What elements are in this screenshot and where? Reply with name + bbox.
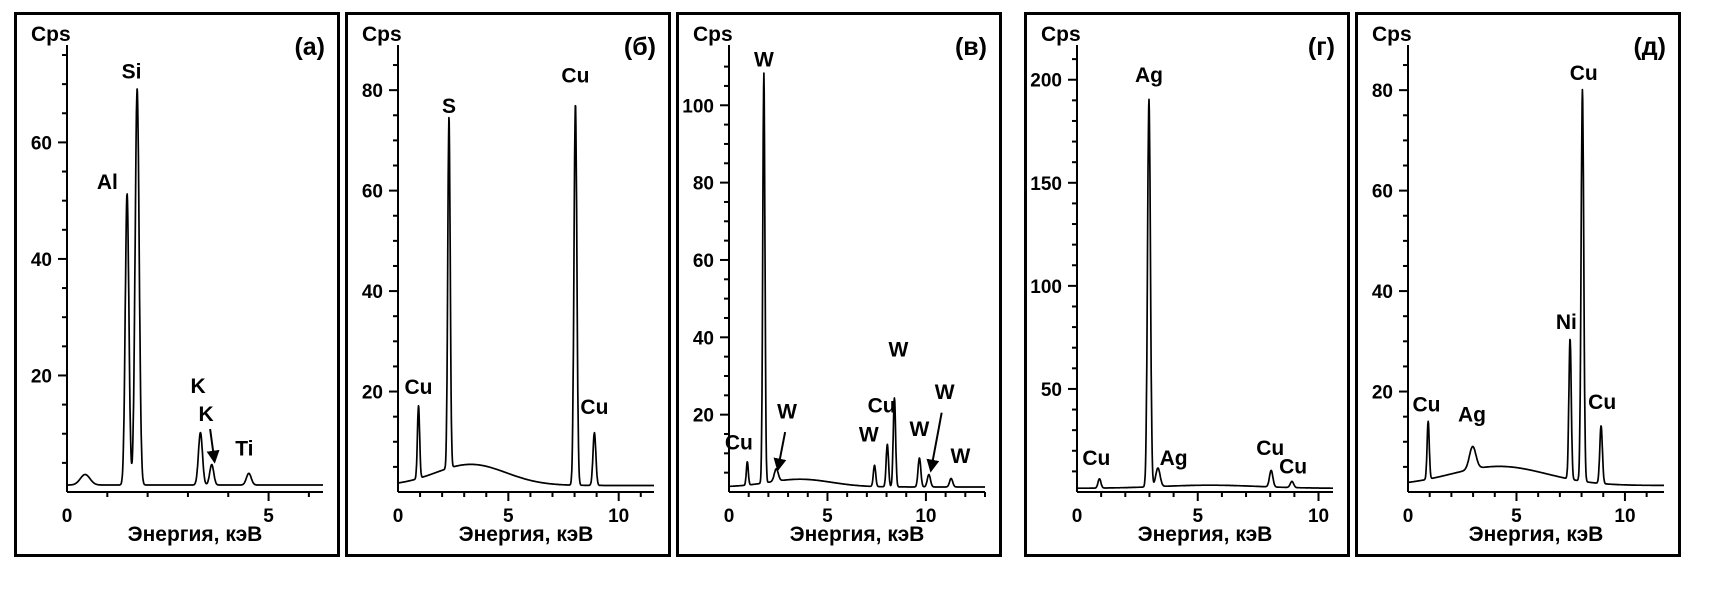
annotation-arrow bbox=[206, 428, 220, 464]
y-tick-label: 40 bbox=[31, 250, 52, 271]
spectrum-curve bbox=[728, 72, 986, 488]
x-axis-title: Энергия, кэВ bbox=[1138, 523, 1273, 546]
peak-label: W bbox=[888, 339, 908, 362]
x-tick-label: 10 bbox=[915, 506, 936, 527]
peak-label: W bbox=[754, 49, 774, 72]
y-tick-label: 60 bbox=[362, 182, 383, 203]
peak-label: Cu bbox=[1412, 394, 1440, 417]
x-tick-label: 5 bbox=[1511, 506, 1522, 527]
y-tick-label: 50 bbox=[1041, 380, 1062, 401]
y-tick-label: 60 bbox=[1372, 182, 1393, 203]
peak-label: Cu bbox=[868, 395, 896, 418]
spectrum-curve bbox=[1407, 88, 1665, 487]
x-tick-label: 0 bbox=[1403, 506, 1414, 527]
x-axis-title: Энергия, кэВ bbox=[459, 523, 594, 546]
y-axis-title: Cps bbox=[1372, 23, 1412, 46]
eds-spectrum-chart-g: 50 100 150 200 0 5 10 Cps (г) Энергия, кэВ Cu Ag Ag C… bbox=[1030, 23, 1335, 546]
peak-label: Ag bbox=[1458, 404, 1486, 427]
peak-label: Cu bbox=[405, 376, 433, 399]
x-tick-label: 5 bbox=[1192, 506, 1203, 527]
x-tick-label: 0 bbox=[724, 506, 735, 527]
annotation-arrow bbox=[773, 431, 787, 472]
x-tick-label: 0 bbox=[62, 506, 73, 527]
y-tick-label: 60 bbox=[693, 251, 714, 272]
spectrum-panel-b: 20 40 60 80 0 5 10 Cps (б) Энергия, кэВ Cu S Cu Cu bbox=[345, 12, 671, 557]
peak-label: Cu bbox=[1279, 455, 1307, 478]
x-axis-title: Энергия, кэВ bbox=[1469, 523, 1604, 546]
panel-letter: (г) bbox=[1308, 33, 1335, 61]
x-tick-label: 5 bbox=[263, 506, 274, 527]
peak-label: Si bbox=[122, 60, 142, 83]
panel-letter: (в) bbox=[955, 33, 987, 61]
x-tick-label: 5 bbox=[822, 506, 833, 527]
peak-label: Ni bbox=[1556, 311, 1577, 334]
spectrum-curve bbox=[66, 88, 324, 486]
spectrum-panel-d: 20 40 60 80 0 5 10 Cps (д) Энергия, кэВ Cu Ag Ni Cu Cu bbox=[1355, 12, 1681, 557]
spectrum-curve bbox=[1076, 98, 1334, 490]
peak-label: K bbox=[190, 375, 205, 398]
y-tick-label: 80 bbox=[693, 174, 714, 195]
peak-label: W bbox=[859, 424, 879, 447]
peak-label: Al bbox=[97, 171, 118, 194]
peak-label: Cu bbox=[1570, 62, 1598, 85]
eds-spectrum-chart-a: 20 40 60 0 5 Cps (а) Энергия, кэВ Si Al KK Ti bbox=[31, 23, 325, 546]
y-tick-label: 20 bbox=[693, 406, 714, 427]
y-tick-label: 100 bbox=[1030, 277, 1062, 298]
peak-label: W bbox=[935, 381, 955, 404]
eds-spectrum-chart-d: 20 40 60 80 0 5 10 Cps (д) Энергия, кэВ Cu Ag Ni Cu Cu bbox=[1372, 23, 1666, 546]
spectrum-panel-g: 50 100 150 200 0 5 10 Cps (г) Энергия, кэВ Cu Ag Ag C… bbox=[1024, 12, 1350, 557]
spectrum-panel-v: 20 40 60 80 100 0 5 10 Cps (в) Энергия, кэВ Cu W W W Cu… bbox=[676, 12, 1002, 557]
peak-label: W bbox=[777, 401, 797, 424]
eds-spectrum-chart-b: 20 40 60 80 0 5 10 Cps (б) Энергия, кэВ Cu S Cu Cu bbox=[362, 23, 656, 546]
eds-spectra-figure: 20 40 60 0 5 Cps (а) Энергия, кэВ Si Al K K Ti 20 40 6… bbox=[14, 12, 1681, 557]
x-tick-label: 10 bbox=[1308, 506, 1329, 527]
y-tick-label: 20 bbox=[362, 383, 383, 404]
y-axis-title: Cps bbox=[31, 23, 71, 46]
peak-label: Ag bbox=[1135, 64, 1163, 87]
x-tick-label: 0 bbox=[393, 506, 404, 527]
peak-label: W bbox=[910, 418, 930, 441]
y-tick-label: 20 bbox=[31, 366, 52, 387]
y-tick-label: 80 bbox=[1372, 81, 1393, 102]
y-tick-label: 150 bbox=[1030, 174, 1062, 195]
y-tick-label: 40 bbox=[1372, 282, 1393, 303]
peak-label: Cu bbox=[561, 65, 589, 88]
y-tick-label: 20 bbox=[1372, 383, 1393, 404]
peak-label: W bbox=[950, 445, 970, 468]
annotation-arrow bbox=[926, 412, 943, 473]
peak-label: Cu bbox=[1082, 447, 1110, 470]
spectra-group-right: 50 100 150 200 0 5 10 Cps (г) Энергия, кэВ Cu Ag Ag C… bbox=[1024, 12, 1681, 557]
panel-letter: (д) bbox=[1633, 33, 1666, 61]
y-tick-label: 40 bbox=[362, 282, 383, 303]
x-axis-title: Энергия, кэВ bbox=[128, 523, 263, 546]
y-axis-title: Cps bbox=[693, 23, 733, 46]
peak-label: Cu bbox=[1588, 391, 1616, 414]
x-tick-label: 0 bbox=[1072, 506, 1083, 527]
panel-letter: (а) bbox=[294, 33, 325, 61]
peak-label: Cu bbox=[580, 396, 608, 419]
peak-label: K bbox=[199, 403, 214, 426]
y-axis-title: Cps bbox=[362, 23, 402, 46]
peak-label: Ag bbox=[1160, 447, 1188, 470]
y-tick-label: 60 bbox=[31, 133, 52, 154]
peak-label: Cu bbox=[725, 431, 753, 454]
x-axis-title: Энергия, кэВ bbox=[790, 523, 925, 546]
y-tick-label: 80 bbox=[362, 81, 383, 102]
spectrum-curve bbox=[397, 104, 655, 487]
peak-label: Ti bbox=[235, 437, 253, 460]
peak-label: Cu bbox=[1256, 437, 1284, 460]
spectra-group-left: 20 40 60 0 5 Cps (а) Энергия, кэВ Si Al K K Ti 20 40 6… bbox=[14, 12, 1002, 557]
x-tick-label: 5 bbox=[503, 506, 514, 527]
spectrum-panel-a: 20 40 60 0 5 Cps (а) Энергия, кэВ Si Al K K Ti bbox=[14, 12, 340, 557]
y-tick-label: 100 bbox=[682, 96, 714, 117]
panel-letter: (б) bbox=[624, 33, 656, 61]
x-tick-label: 10 bbox=[608, 506, 629, 527]
peak-label: S bbox=[442, 95, 456, 118]
y-tick-label: 200 bbox=[1030, 71, 1062, 92]
y-tick-label: 40 bbox=[693, 328, 714, 349]
x-tick-label: 10 bbox=[1614, 506, 1635, 527]
y-axis-title: Cps bbox=[1041, 23, 1081, 46]
